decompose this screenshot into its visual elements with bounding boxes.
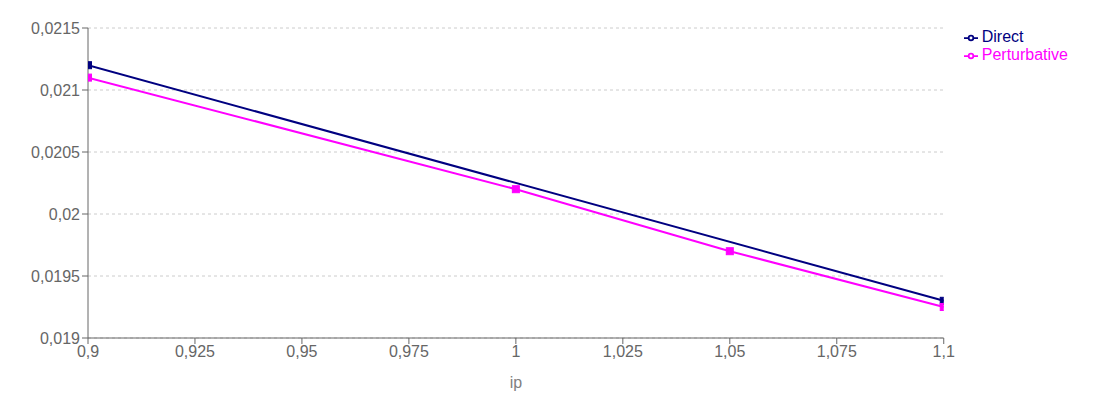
svg-text:1,1: 1,1	[933, 343, 955, 360]
svg-text:0,925: 0,925	[175, 343, 215, 360]
svg-text:1,025: 1,025	[603, 343, 643, 360]
svg-text:1,05: 1,05	[714, 343, 745, 360]
svg-text:0,9: 0,9	[77, 343, 99, 360]
svg-text:1,075: 1,075	[817, 343, 857, 360]
svg-text:ip: ip	[510, 374, 523, 391]
svg-text:0,0215: 0,0215	[31, 20, 80, 37]
svg-text:0,975: 0,975	[389, 343, 429, 360]
svg-text:1: 1	[511, 343, 520, 360]
svg-text:0,021: 0,021	[40, 82, 80, 99]
svg-text:0,95: 0,95	[286, 343, 317, 360]
html-text:Direct: Direct	[981, 28, 1024, 45]
svg-text:0,0195: 0,0195	[31, 268, 80, 285]
svg-text:0,019: 0,019	[40, 330, 80, 347]
svg-text:0,02: 0,02	[49, 206, 80, 223]
svg-text:0,0205: 0,0205	[31, 144, 80, 161]
html-text:Perturbative: Perturbative	[981, 46, 1068, 63]
